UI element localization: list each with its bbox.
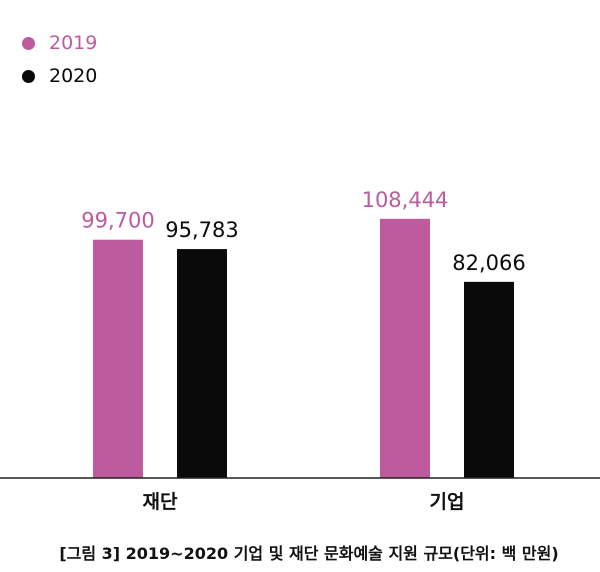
legend-marker-2020	[22, 69, 35, 83]
category-label: 재단	[143, 491, 178, 513]
legend-label: 2019	[49, 32, 98, 54]
legend-item-2020: 2020	[22, 65, 97, 87]
bar-2020-1	[464, 281, 514, 478]
bar-2019-0	[93, 239, 143, 478]
legend-item-2019: 2019	[22, 32, 97, 54]
chart-caption: [그림 3] 2019~2020 기업 및 재단 문화예술 지원 규모(단위: …	[59, 544, 559, 563]
bar-2019-1	[380, 218, 430, 478]
data-label: 82,066	[452, 251, 525, 275]
legend-marker-2019	[22, 36, 35, 50]
bar-2020-0	[177, 249, 227, 478]
data-label: 99,700	[81, 209, 154, 233]
legend-label: 2020	[49, 65, 98, 87]
data-label: 95,783	[165, 218, 238, 242]
category-label: 기업	[430, 491, 465, 513]
data-label: 108,444	[362, 188, 449, 212]
plot-area: 99,700 95,783 재단 108,444 82,066 기업	[0, 188, 600, 513]
